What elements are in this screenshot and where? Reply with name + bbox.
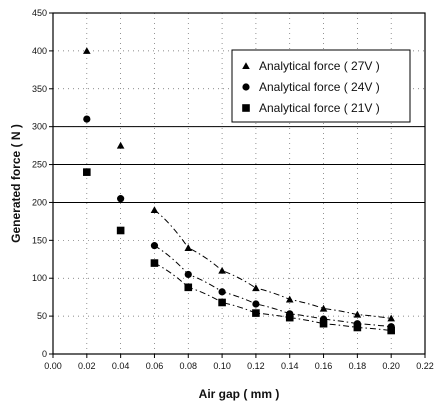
legend-marker-triangle — [242, 62, 250, 70]
x-tick-label: 0.16 — [315, 361, 333, 371]
point-triangle — [184, 244, 193, 251]
point-square — [319, 319, 328, 328]
point-triangle — [83, 47, 91, 54]
point-triangle — [285, 295, 294, 303]
point-square — [218, 298, 226, 307]
point-square — [116, 226, 125, 235]
legend-label: Analytical force ( 24V ) — [259, 80, 380, 94]
y-tick-label: 50 — [37, 311, 47, 321]
point-triangle — [252, 284, 260, 292]
point-circle — [184, 270, 192, 279]
point-circle — [218, 288, 226, 296]
legend-marker-square — [242, 104, 250, 112]
point-triangle — [319, 304, 328, 312]
y-tick-label: 200 — [32, 197, 47, 207]
point-circle — [117, 195, 125, 203]
point-square — [83, 168, 91, 176]
x-tick-label: 0.14 — [281, 361, 299, 371]
fit-curve-triangle — [154, 209, 392, 319]
point-circle — [83, 115, 91, 123]
point-triangle — [116, 141, 125, 149]
legend-box — [231, 49, 411, 123]
y-tick-label: 150 — [32, 235, 47, 245]
x-tick-label: 0.06 — [146, 361, 164, 371]
legend-marker-circle — [242, 83, 250, 91]
x-tick-label: 0.02 — [78, 361, 96, 371]
point-triangle — [353, 310, 362, 318]
point-square — [184, 283, 193, 292]
x-axis-label: Air gap ( mm ) — [199, 387, 280, 401]
point-square — [387, 326, 395, 335]
x-tick-label: 0.18 — [349, 361, 367, 371]
x-tick-label: 0.12 — [247, 361, 265, 371]
point-square — [150, 259, 159, 267]
data-points — [83, 47, 395, 335]
x-tick-label: 0.10 — [213, 361, 231, 371]
legend: Analytical force ( 27V ) Analytical force… — [231, 49, 411, 123]
horizontal-reference-lines — [53, 126, 425, 203]
y-tick-label: 0 — [42, 349, 47, 359]
y-tick-label: 400 — [32, 46, 47, 56]
y-tick-label: 250 — [32, 160, 47, 170]
plot-frame — [52, 12, 426, 355]
point-square — [285, 313, 294, 322]
point-triangle — [150, 206, 159, 214]
y-axis-ticks: 0 50 100 150 200 250 300 350 400 450 — [32, 8, 53, 359]
x-axis-ticks: 0.00 0.02 0.04 0.06 0.08 0.10 0.12 0.14 0.16 0.18… — [44, 354, 434, 371]
point-circle — [150, 242, 159, 250]
y-axis-label: Generated force ( N ) — [9, 124, 23, 243]
x-tick-label: 0.08 — [180, 361, 198, 371]
y-tick-label: 450 — [32, 8, 47, 18]
y-tick-label: 100 — [32, 273, 47, 283]
fit-curves — [154, 209, 392, 332]
point-square — [353, 323, 362, 332]
point-triangle — [218, 266, 226, 274]
x-tick-label: 0.04 — [112, 361, 130, 371]
x-tick-label: 0.20 — [382, 361, 400, 371]
point-triangle — [387, 314, 395, 322]
legend-label: Analytical force ( 27V ) — [259, 59, 380, 73]
point-circle — [252, 300, 260, 308]
x-tick-label: 0.22 — [416, 361, 434, 371]
x-tick-label: 0.00 — [44, 361, 62, 371]
y-tick-label: 350 — [32, 84, 47, 94]
y-tick-label: 300 — [32, 122, 47, 132]
point-square — [252, 309, 260, 317]
legend-label: Analytical force ( 21V ) — [259, 101, 380, 115]
